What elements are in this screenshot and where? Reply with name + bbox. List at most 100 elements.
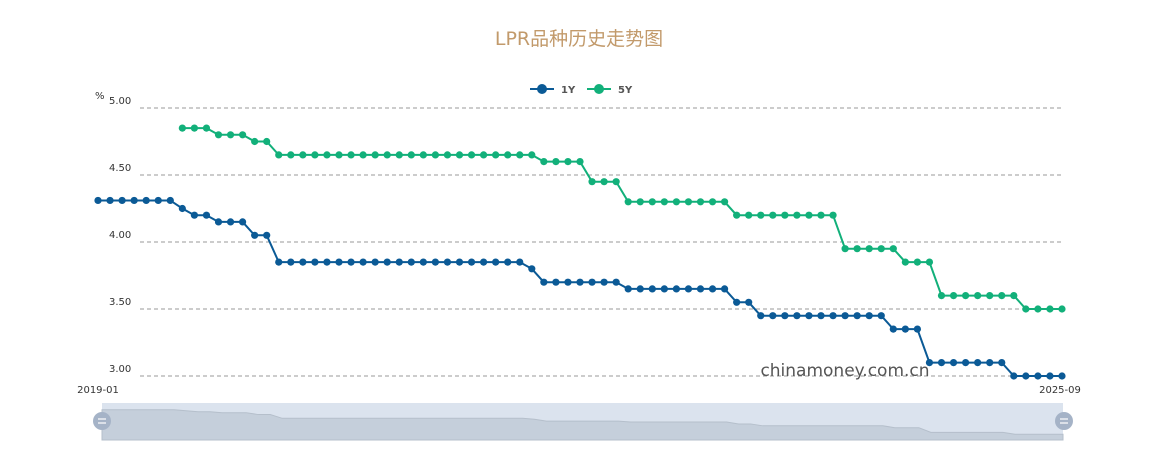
data-point-5y[interactable] (419, 151, 427, 159)
data-point-5y[interactable] (407, 151, 415, 159)
data-point-5y[interactable] (672, 198, 681, 206)
data-point-1y[interactable] (130, 196, 138, 205)
data-point-5y[interactable] (937, 292, 946, 300)
data-point-5y[interactable] (962, 292, 970, 300)
data-point-1y[interactable] (552, 278, 560, 286)
data-point-1y[interactable] (178, 204, 186, 213)
data-point-1y[interactable] (239, 218, 247, 226)
data-point-1y[interactable] (1034, 372, 1042, 380)
data-point-1y[interactable] (106, 196, 114, 205)
data-point-5y[interactable] (1046, 305, 1054, 313)
data-point-1y[interactable] (323, 258, 331, 266)
data-point-1y[interactable] (757, 312, 765, 320)
data-point-1y[interactable] (853, 312, 861, 320)
zoom-handle-right-knob[interactable] (1055, 412, 1073, 430)
data-point-1y[interactable] (624, 285, 632, 293)
legend-item-5y[interactable]: 5Y (587, 84, 633, 96)
data-point-1y[interactable] (467, 258, 476, 266)
data-point-1y[interactable] (516, 258, 524, 266)
data-point-1y[interactable] (540, 278, 548, 286)
data-point-5y[interactable] (347, 151, 355, 159)
data-point-1y[interactable] (166, 196, 174, 205)
data-point-5y[interactable] (612, 178, 620, 186)
data-point-1y[interactable] (383, 258, 391, 266)
data-point-5y[interactable] (817, 211, 825, 219)
data-point-5y[interactable] (455, 151, 464, 159)
data-point-5y[interactable] (202, 124, 211, 132)
data-point-1y[interactable] (913, 325, 922, 333)
data-point-5y[interactable] (721, 198, 729, 206)
data-point-5y[interactable] (1022, 305, 1030, 313)
data-point-5y[interactable] (467, 151, 476, 159)
data-point-5y[interactable] (431, 151, 439, 159)
data-point-1y[interactable] (769, 312, 777, 320)
data-point-5y[interactable] (793, 211, 801, 219)
data-point-1y[interactable] (708, 285, 717, 293)
data-point-1y[interactable] (745, 298, 753, 306)
data-point-1y[interactable] (937, 359, 946, 367)
data-point-5y[interactable] (383, 151, 391, 159)
data-point-5y[interactable] (901, 258, 909, 266)
data-point-5y[interactable] (986, 292, 994, 300)
data-point-1y[interactable] (190, 211, 198, 219)
data-point-1y[interactable] (226, 218, 235, 226)
data-point-5y[interactable] (600, 178, 608, 186)
data-point-5y[interactable] (311, 151, 319, 159)
data-point-5y[interactable] (949, 292, 958, 300)
data-point-5y[interactable] (1058, 305, 1066, 313)
data-point-1y[interactable] (841, 312, 849, 320)
data-point-1y[interactable] (600, 278, 608, 286)
data-point-1y[interactable] (251, 231, 259, 239)
data-point-5y[interactable] (359, 151, 367, 159)
data-point-1y[interactable] (805, 312, 813, 320)
data-point-1y[interactable] (660, 285, 668, 293)
data-point-1y[interactable] (142, 196, 150, 205)
data-point-5y[interactable] (576, 158, 584, 166)
data-point-5y[interactable] (540, 158, 548, 166)
data-point-1y[interactable] (1010, 372, 1018, 380)
data-point-5y[interactable] (275, 151, 283, 159)
data-point-1y[interactable] (431, 258, 439, 266)
data-point-5y[interactable] (974, 292, 982, 300)
data-point-1y[interactable] (1058, 372, 1066, 380)
data-point-5y[interactable] (998, 292, 1006, 300)
data-point-5y[interactable] (745, 211, 753, 219)
data-point-1y[interactable] (588, 278, 596, 286)
data-point-1y[interactable] (829, 312, 837, 320)
data-point-1y[interactable] (395, 258, 403, 266)
data-point-1y[interactable] (275, 258, 283, 266)
data-point-5y[interactable] (528, 151, 536, 159)
data-point-5y[interactable] (841, 245, 849, 253)
data-point-5y[interactable] (480, 151, 488, 159)
data-point-1y[interactable] (94, 196, 102, 205)
data-point-1y[interactable] (1022, 372, 1030, 380)
zoom-handle-left[interactable] (93, 412, 111, 430)
data-point-1y[interactable] (781, 312, 789, 320)
zoom-handle-right[interactable] (1055, 412, 1073, 430)
data-point-5y[interactable] (395, 151, 403, 159)
data-point-1y[interactable] (118, 196, 126, 205)
data-point-1y[interactable] (214, 218, 223, 226)
data-point-1y[interactable] (443, 258, 452, 266)
data-point-5y[interactable] (696, 198, 705, 206)
data-point-5y[interactable] (504, 151, 512, 159)
data-point-1y[interactable] (721, 285, 729, 293)
data-point-1y[interactable] (311, 258, 319, 266)
data-point-1y[interactable] (636, 285, 644, 293)
data-point-5y[interactable] (263, 137, 271, 146)
data-point-1y[interactable] (962, 359, 970, 367)
data-point-5y[interactable] (624, 198, 632, 206)
data-point-1y[interactable] (335, 258, 343, 266)
data-point-5y[interactable] (371, 151, 379, 159)
data-point-5y[interactable] (443, 151, 452, 159)
data-point-1y[interactable] (504, 258, 512, 266)
data-point-5y[interactable] (648, 198, 656, 206)
data-point-5y[interactable] (660, 198, 668, 206)
data-point-1y[interactable] (1046, 372, 1054, 380)
data-point-5y[interactable] (1010, 292, 1018, 300)
data-point-1y[interactable] (202, 211, 211, 219)
data-point-1y[interactable] (648, 285, 656, 293)
data-point-5y[interactable] (684, 198, 693, 206)
data-point-1y[interactable] (733, 298, 741, 306)
data-point-5y[interactable] (588, 178, 596, 186)
